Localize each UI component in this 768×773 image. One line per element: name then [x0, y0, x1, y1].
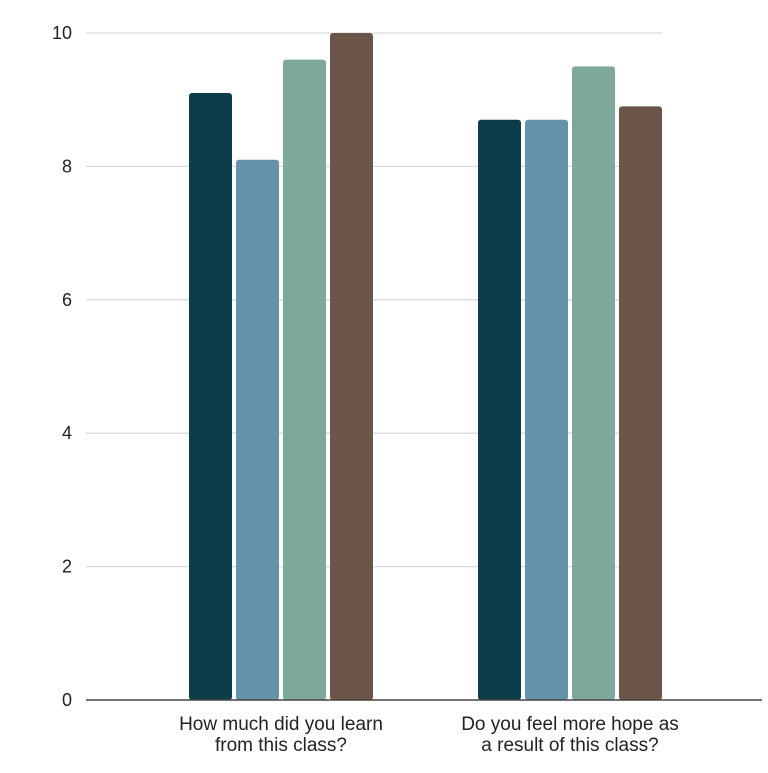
y-tick-label-10: 10: [52, 23, 72, 43]
x-category-label-2-line-1: Do you feel more hope as: [461, 714, 679, 735]
bar-cat1-series4: [330, 33, 373, 700]
y-tick-label-0: 0: [62, 690, 72, 710]
y-tick-label-2: 2: [62, 557, 72, 577]
bars: [189, 33, 662, 701]
y-tick-label-6: 6: [62, 290, 72, 310]
bar-cat2-series4: [619, 106, 662, 701]
bar-cat2-series1: [478, 119, 521, 700]
bar-cat2-series3: [572, 66, 615, 701]
bar-cat1-series1: [189, 93, 232, 700]
x-category-label-2-line-2: a result of this class?: [481, 735, 658, 756]
y-tick-label-8: 8: [62, 156, 72, 176]
bar-cat1-series2: [236, 159, 279, 701]
x-category-label-1-line-2: from this class?: [215, 735, 347, 756]
y-tick-label-4: 4: [62, 423, 72, 443]
bar-cat1-series3: [283, 59, 326, 701]
x-category-label-1-line-1: How much did you learn: [179, 714, 383, 735]
bar-cat2-series2: [525, 119, 568, 700]
